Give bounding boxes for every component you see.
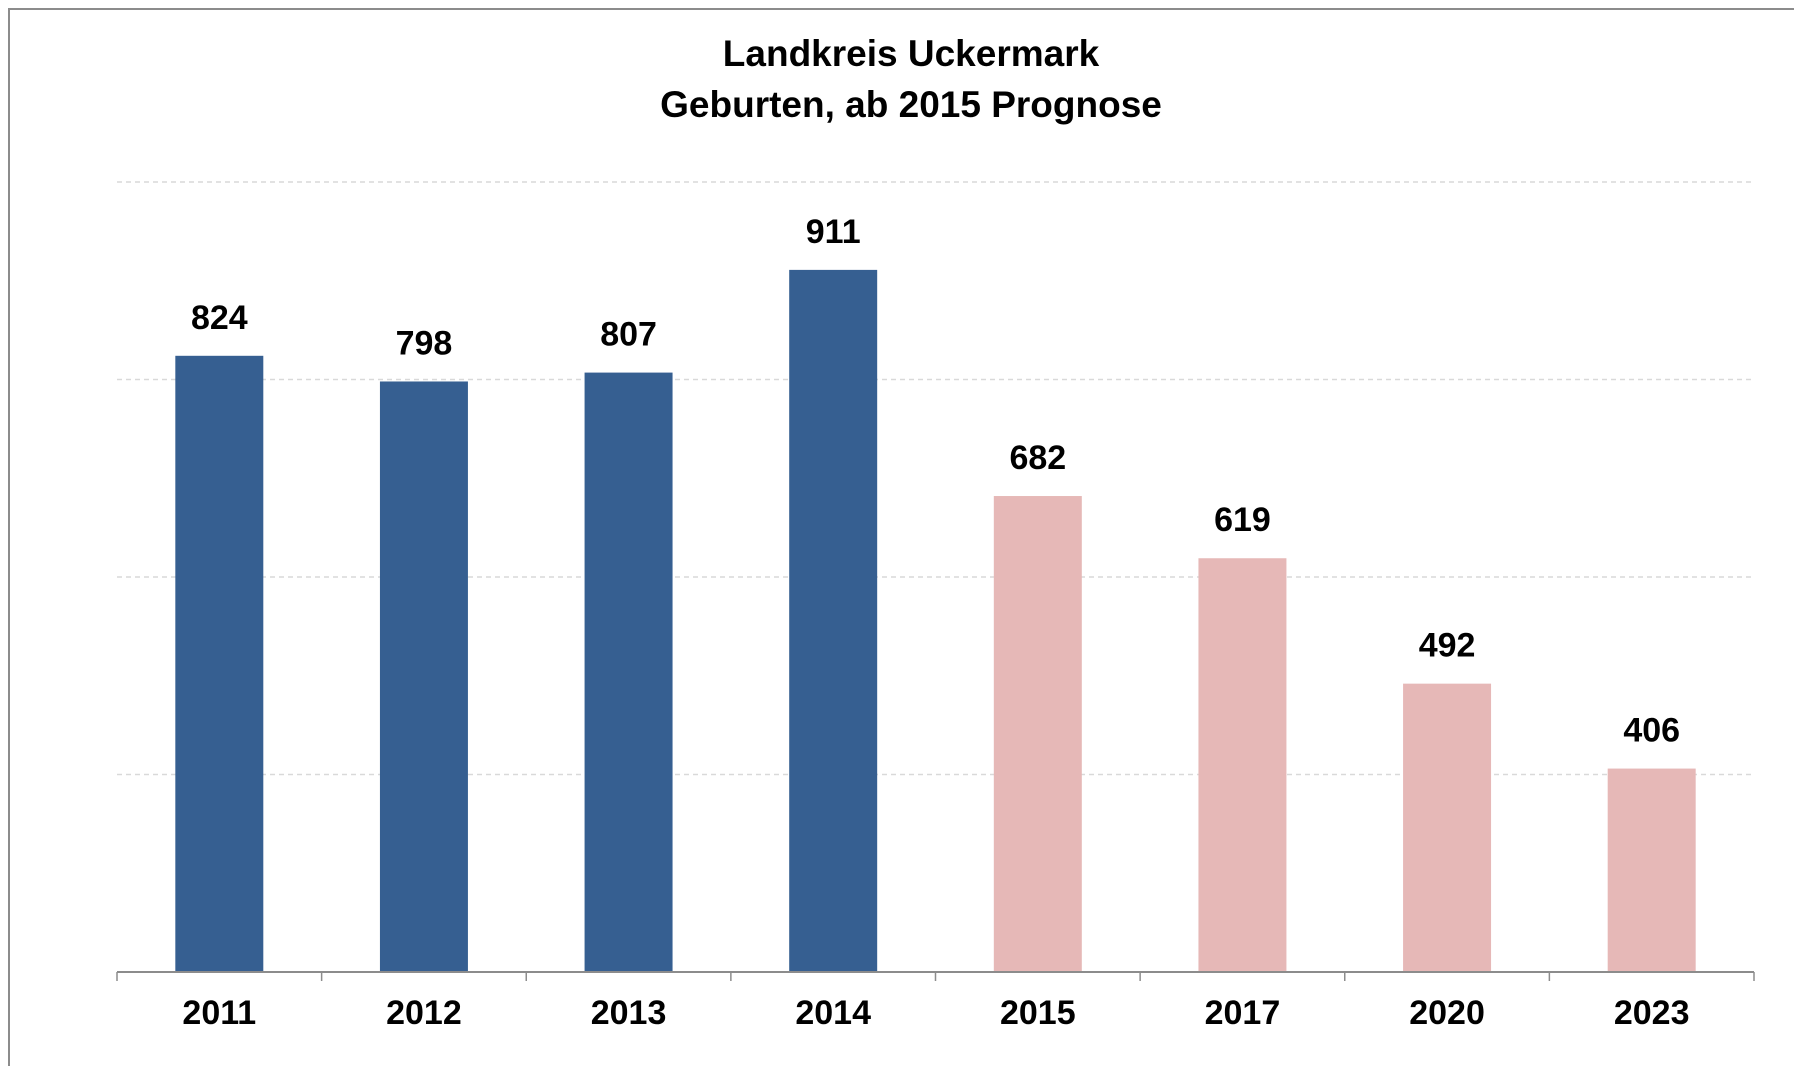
- chart-frame: [8, 8, 1794, 1066]
- data-label: 824: [191, 299, 248, 337]
- bar: [993, 496, 1082, 972]
- x-tick-label: 2017: [1205, 994, 1281, 1032]
- x-tick-label: 2014: [795, 994, 871, 1032]
- bar: [1198, 558, 1287, 972]
- data-label: 682: [1009, 439, 1066, 477]
- bar: [789, 269, 878, 972]
- data-label: 492: [1419, 627, 1476, 665]
- data-label: 798: [396, 324, 453, 362]
- chart-title: Landkreis Uckermark: [723, 33, 1100, 74]
- bar: [379, 381, 468, 973]
- data-label: 406: [1623, 712, 1680, 750]
- data-label: 911: [806, 213, 861, 251]
- bar: [1607, 768, 1696, 972]
- x-tick-label: 2015: [1000, 994, 1076, 1032]
- data-label: 807: [600, 316, 657, 354]
- bar: [175, 355, 264, 972]
- bar: [1403, 683, 1492, 972]
- x-tick-label: 2011: [182, 994, 256, 1032]
- data-label: 619: [1214, 501, 1271, 539]
- chart-subtitle: Geburten, ab 2015 Prognose: [660, 84, 1162, 125]
- bar: [584, 372, 673, 972]
- x-tick-label: 2013: [591, 994, 667, 1032]
- x-tick-label: 2020: [1409, 994, 1485, 1032]
- x-tick-label: 2023: [1614, 994, 1690, 1032]
- x-tick-label: 2012: [386, 994, 462, 1032]
